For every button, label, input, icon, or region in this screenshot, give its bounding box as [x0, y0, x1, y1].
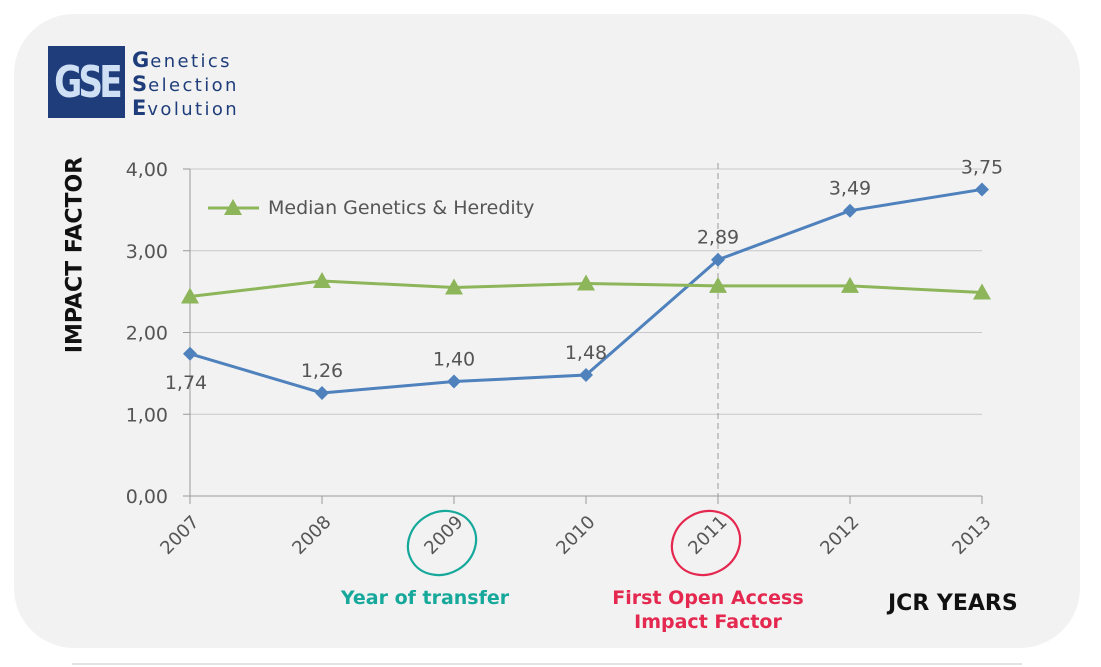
x-axis-title: JCR YEARS	[888, 591, 1018, 616]
triangle-point	[181, 287, 199, 304]
diamond-point	[975, 182, 989, 197]
x-tick-label: 2011	[684, 512, 731, 559]
open-access-line-2: Impact Factor	[634, 611, 782, 633]
diamond-point	[843, 203, 857, 218]
logo-word-genetics: Genetics	[132, 48, 232, 72]
logo-word-evolution: Evolution	[132, 96, 240, 120]
highlight-circle-2009	[406, 509, 478, 577]
logo-word-selection: Selection	[132, 72, 239, 96]
data-label: 1,26	[301, 360, 343, 382]
series-lines	[181, 182, 991, 400]
gse-logo-mark-text: GSE	[54, 56, 123, 108]
x-tick-label: 2010	[552, 512, 599, 559]
x-tick-label: 2013	[948, 512, 995, 559]
x-tick-label: 2012	[816, 512, 863, 559]
y-tick-label: 1,00	[126, 404, 168, 426]
gse-logo-mark: GSE	[48, 46, 125, 118]
gse-logo-words: Genetics Selection Evolution	[132, 48, 239, 120]
data-label: 1,48	[565, 342, 607, 364]
grid-lines	[190, 163, 982, 496]
triangle-point	[313, 271, 331, 288]
triangle-point	[841, 276, 859, 293]
data-label: 1,74	[165, 372, 207, 394]
x-tick-label: 2008	[288, 512, 335, 559]
diamond-point	[711, 252, 725, 267]
triangle-point	[445, 278, 463, 295]
triangle-point	[973, 283, 991, 300]
data-label: 3,75	[961, 156, 1003, 178]
diamond-point	[315, 385, 329, 400]
bottom-divider	[72, 663, 1022, 665]
y-tick-label: 4,00	[126, 159, 168, 181]
axes	[183, 168, 983, 504]
first-open-access-annotation: First Open Access Impact Factor	[606, 586, 810, 634]
diamond-point	[183, 346, 197, 361]
x-tick-label: 2009	[420, 512, 467, 559]
gse-logo: GSE Genetics Selection Evolution	[48, 46, 248, 120]
legend-label: Median Genetics & Heredity	[268, 197, 534, 219]
y-tick-label: 2,00	[126, 323, 168, 345]
x-tick-label: 2007	[156, 512, 203, 559]
highlight-circle-2011	[670, 509, 742, 577]
triangle-point	[577, 274, 595, 291]
diamond-point	[579, 368, 593, 383]
data-label: 3,49	[829, 178, 871, 200]
year-of-transfer-annotation: Year of transfer	[340, 587, 510, 609]
legend: Median Genetics & Heredity	[208, 197, 534, 219]
diamond-point	[447, 374, 461, 389]
data-label: 2,89	[697, 227, 739, 249]
y-tick-label: 0,00	[126, 486, 168, 508]
labels: 0,00 1,00 2,00 3,00 4,00 2007 2008 2009 2010 2011…	[126, 156, 1003, 577]
legend-triangle	[224, 199, 242, 215]
triangle-point	[709, 276, 727, 293]
open-access-line-1: First Open Access	[612, 587, 804, 609]
y-tick-label: 3,00	[126, 241, 168, 263]
chart-panel	[14, 14, 1080, 648]
data-label: 1,40	[433, 349, 475, 371]
